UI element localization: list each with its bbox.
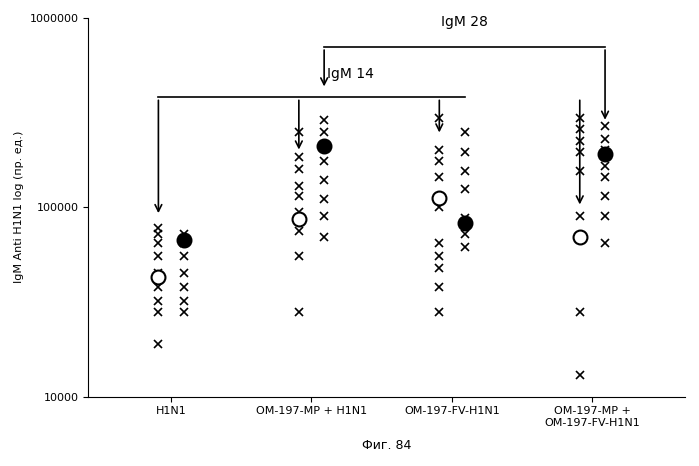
- Text: IgM 28: IgM 28: [441, 15, 488, 29]
- X-axis label: Фиг. 84: Фиг. 84: [362, 439, 411, 452]
- Text: IgM 14: IgM 14: [327, 67, 374, 81]
- Y-axis label: IgM Anti H1N1 log (пр. ед.): IgM Anti H1N1 log (пр. ед.): [14, 131, 24, 283]
